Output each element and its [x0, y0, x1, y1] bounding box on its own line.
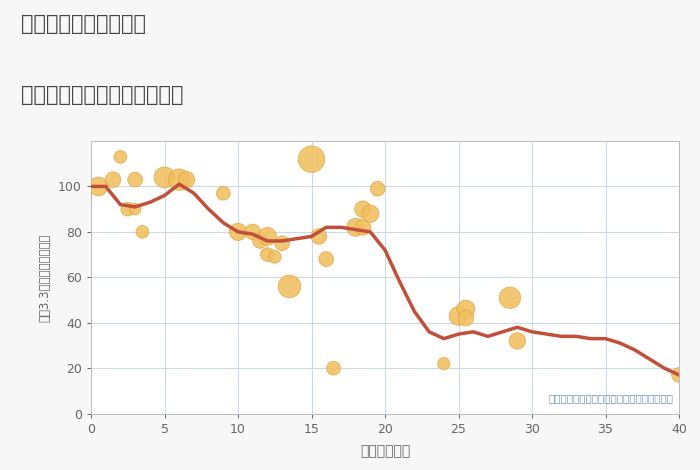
Point — [262, 251, 273, 258]
Point — [328, 364, 340, 372]
Y-axis label: 坪（3.3㎡）単価（万円）: 坪（3.3㎡）単価（万円） — [38, 233, 51, 321]
Point — [461, 314, 472, 322]
Point — [453, 312, 464, 320]
Point — [321, 255, 332, 263]
Point — [673, 371, 685, 379]
Point — [108, 176, 119, 183]
Point — [174, 176, 185, 183]
Point — [232, 228, 244, 235]
Point — [122, 205, 133, 213]
Point — [365, 210, 376, 218]
Point — [284, 282, 295, 290]
Point — [247, 228, 258, 235]
Point — [115, 153, 126, 161]
Point — [218, 189, 229, 197]
Point — [372, 185, 384, 193]
Point — [130, 205, 141, 213]
Point — [92, 183, 104, 190]
Point — [255, 237, 266, 245]
Point — [276, 239, 288, 247]
Point — [314, 233, 325, 240]
Text: 三重県津市安濃町野口: 三重県津市安濃町野口 — [21, 14, 146, 34]
Point — [461, 306, 472, 313]
Point — [512, 337, 523, 345]
Point — [159, 173, 170, 181]
Point — [262, 233, 273, 240]
Point — [136, 228, 148, 235]
Point — [358, 224, 369, 231]
Point — [181, 176, 192, 183]
Text: 円の大きさは、取引のあった物件面積を示す: 円の大きさは、取引のあった物件面積を示す — [548, 393, 673, 403]
Point — [269, 253, 280, 260]
Point — [504, 294, 515, 302]
X-axis label: 築年数（年）: 築年数（年） — [360, 444, 410, 458]
Point — [358, 205, 369, 213]
Text: 築年数別中古マンション価格: 築年数別中古マンション価格 — [21, 85, 183, 105]
Point — [350, 224, 361, 231]
Point — [306, 156, 317, 163]
Point — [130, 176, 141, 183]
Point — [438, 360, 449, 368]
